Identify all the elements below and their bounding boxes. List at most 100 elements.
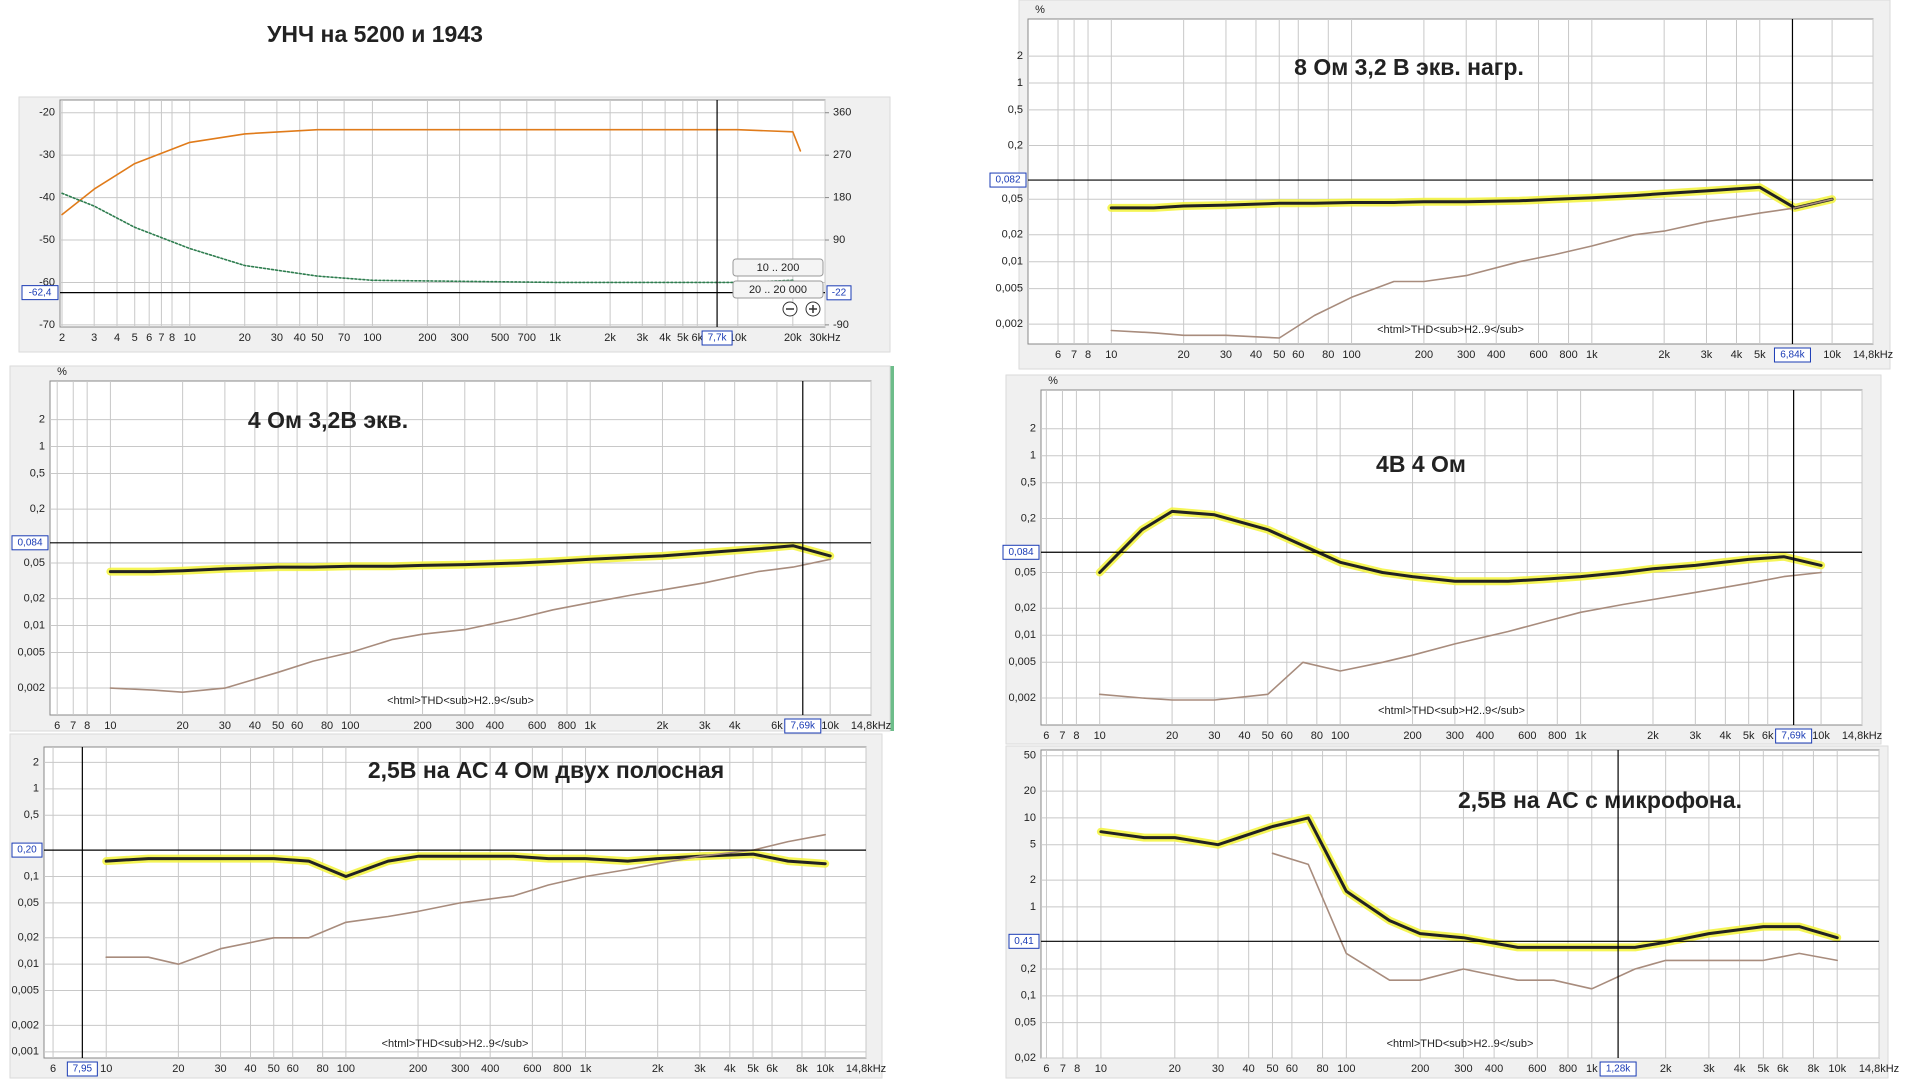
cursor-x-label-box <box>66 1061 98 1077</box>
x-tick-label: 20 <box>177 720 189 732</box>
curve <box>1109 185 1834 210</box>
cursor-x-label: 7,69k <box>791 721 816 732</box>
x-tick-label: 5k <box>1758 1063 1770 1075</box>
y-tick-label: 0,01 <box>1015 629 1036 641</box>
cursor-y-label: 0,20 <box>17 845 37 856</box>
y-tick-label: 0,002 <box>995 318 1023 330</box>
x-tick-label: 300 <box>451 1063 469 1075</box>
x-tick-label: 3 <box>91 332 97 344</box>
x-tick-label: 2k <box>1658 349 1670 361</box>
x-tick-label: 800 <box>1548 730 1566 742</box>
y-tick-label: 0,05 <box>1002 193 1023 205</box>
x-tick-label: 200 <box>1403 730 1421 742</box>
x-tick-label: 14,8kHz <box>846 1063 886 1075</box>
x-tick-label: 50 <box>1262 730 1274 742</box>
x-tick-label: 40 <box>1243 1063 1255 1075</box>
x-tick-label: 100 <box>341 720 359 732</box>
curve <box>105 833 826 965</box>
x-tick-label: 40 <box>244 1063 256 1075</box>
x-tick-label: 80 <box>1311 730 1323 742</box>
y-tick-label: 1 <box>33 783 39 795</box>
x-tick-label: 4 <box>114 332 120 344</box>
x-tick-label: 8 <box>169 332 175 344</box>
y-tick-label: 2 <box>39 414 45 426</box>
x-tick-label: 6k <box>771 720 783 732</box>
x-tick-label: 300 <box>1457 349 1475 361</box>
x-tick-label: 80 <box>1316 1063 1328 1075</box>
x-tick-label: 40 <box>1238 730 1250 742</box>
cursor-y-label-box <box>1002 544 1040 560</box>
x-tick-label: 2 <box>59 332 65 344</box>
cursor-x-label: 7,7k <box>708 333 728 344</box>
y-tick-label: 0,005 <box>11 984 39 996</box>
x-tick-label: 400 <box>1476 730 1494 742</box>
y-tick-label: 0,5 <box>1008 104 1023 116</box>
x-tick-label: 14,8kHz <box>1853 349 1893 361</box>
x-tick-label: 50 <box>268 1063 280 1075</box>
x-tick-label: 5k <box>677 332 689 344</box>
x-tick-label: 5k <box>1754 349 1766 361</box>
cursor-y-label: 0,084 <box>17 537 42 548</box>
y-tick-label: 0,005 <box>995 283 1023 295</box>
y-tick-label: 0,01 <box>24 619 45 631</box>
y2-tick-label: 180 <box>833 191 851 203</box>
zoom-button[interactable] <box>732 258 824 277</box>
zoom-button[interactable] <box>732 280 824 299</box>
x-tick-label: 5k <box>747 1063 759 1075</box>
x-tick-label: 20 <box>1178 349 1190 361</box>
x-tick-label: 800 <box>1559 1063 1577 1075</box>
x-tick-label: 3k <box>1703 1063 1715 1075</box>
x-tick-label: 100 <box>1342 349 1360 361</box>
x-tick-label: 4k <box>1720 730 1732 742</box>
x-tick-label: 40 <box>294 332 306 344</box>
x-tick-label: 200 <box>1411 1063 1429 1075</box>
x-tick-label: 80 <box>317 1063 329 1075</box>
x-tick-label: 200 <box>1415 349 1433 361</box>
x-tick-label: 200 <box>409 1063 427 1075</box>
x-tick-label: 1k <box>1575 730 1587 742</box>
x-tick-label: 400 <box>1487 349 1505 361</box>
x-tick-label: 8 <box>84 720 90 732</box>
cursor-x-label-box <box>1599 1061 1637 1077</box>
x-tick-label: 300 <box>456 720 474 732</box>
x-tick-label: 14,8kHz <box>1842 730 1882 742</box>
x-tick-label: 50 <box>272 720 284 732</box>
series-label: <html>THD<sub>H2..9</sub> <box>387 695 534 707</box>
y-tick-label: 0,05 <box>18 897 39 909</box>
cursor-x-label-box <box>784 718 822 734</box>
y-unit: % <box>1035 4 1045 16</box>
y-tick-label: 0,05 <box>1015 1017 1036 1029</box>
cursor-y-label-box <box>1008 933 1040 949</box>
y-tick-label: 1 <box>1030 450 1036 462</box>
x-tick-label: 30 <box>1220 349 1232 361</box>
y-tick-label: 0,02 <box>1015 602 1036 614</box>
x-tick-label: 1k <box>584 720 596 732</box>
curve <box>1110 198 1833 339</box>
x-tick-label: 14,8kHz <box>1859 1063 1899 1075</box>
y-tick-label: 0,2 <box>30 503 45 515</box>
cursor-y-label: -62,4 <box>29 287 52 298</box>
x-tick-label: 40 <box>249 720 261 732</box>
curve <box>1271 852 1838 990</box>
x-tick-label: 600 <box>1518 730 1536 742</box>
x-tick-label: 1k <box>1586 349 1598 361</box>
x-tick-label: 80 <box>321 720 333 732</box>
y2-tick-label: -90 <box>833 319 849 331</box>
cursor-x-label: 6,84k <box>1780 350 1805 361</box>
y-tick-label: 0,02 <box>1015 1052 1036 1064</box>
x-tick-label: 600 <box>1529 349 1547 361</box>
x-tick-label: 6 <box>50 1063 56 1075</box>
curve <box>1099 816 1839 949</box>
y-tick-label: 0,2 <box>1021 963 1036 975</box>
x-tick-label: 5 <box>132 332 138 344</box>
y-tick-label: 0,05 <box>1015 566 1036 578</box>
y2-tick-label: 90 <box>833 234 845 246</box>
y-tick-label: 0,002 <box>17 682 45 694</box>
x-tick-label: 10k <box>816 1063 834 1075</box>
x-tick-label: 4k <box>1734 1063 1746 1075</box>
x-tick-label: 800 <box>558 720 576 732</box>
y-tick-label: 0,1 <box>1021 990 1036 1002</box>
y-unit: % <box>1048 375 1058 387</box>
